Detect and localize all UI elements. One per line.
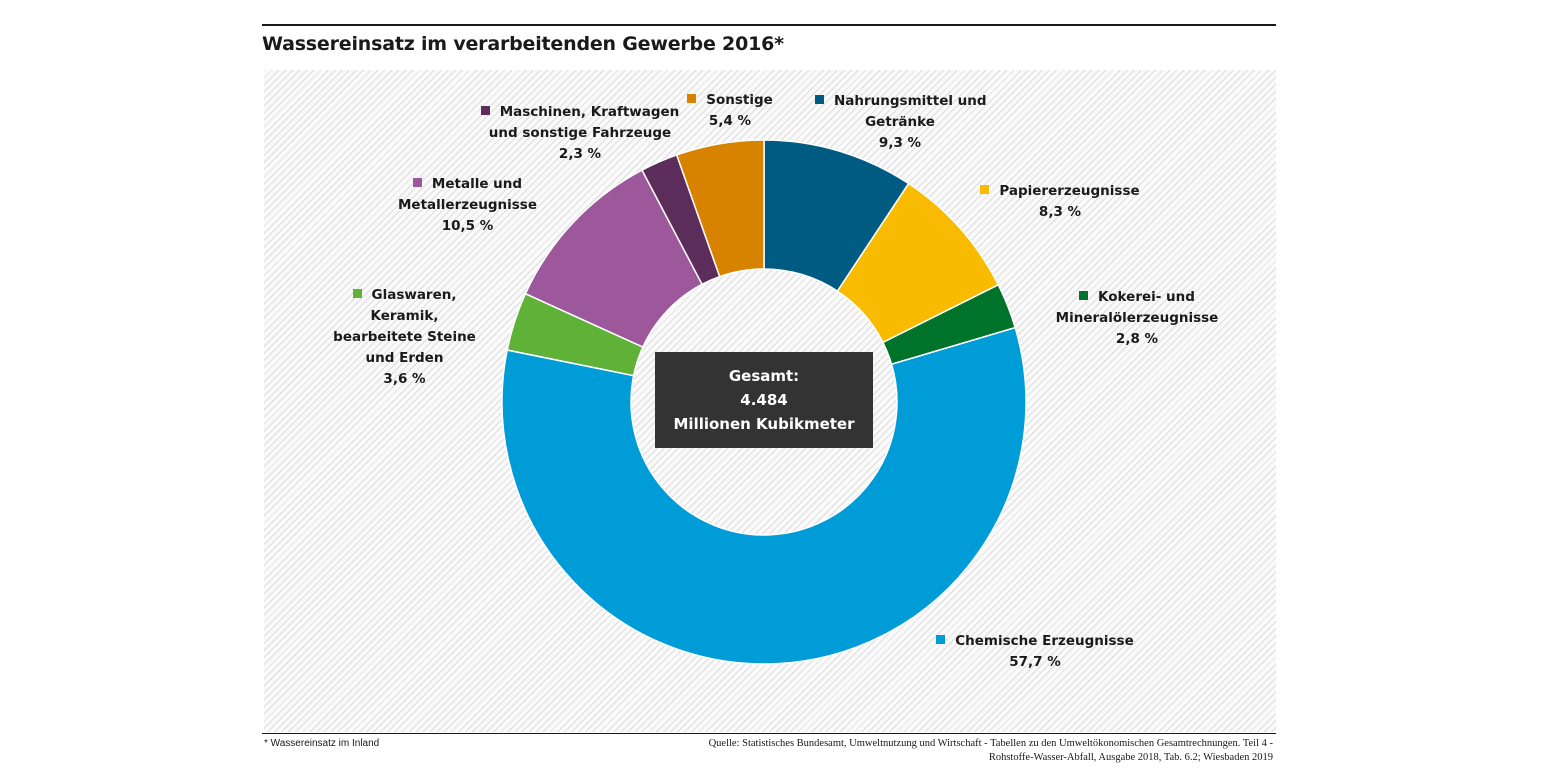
slice-label-text: Getränke: [865, 114, 935, 130]
slice-label-6: Maschinen, Kraftwagen und sonstige Fahrze…: [480, 102, 680, 165]
total-unit: Millionen Kubikmeter: [673, 415, 855, 433]
slice-label-7: Sonstige 5,4 %: [680, 90, 780, 132]
legend-swatch-5: [412, 178, 422, 187]
total-box: Gesamt: 4.484 Millionen Kubikmeter: [655, 352, 873, 448]
slice-label-text: und sonstige Fahrzeuge: [488, 125, 672, 141]
total-value: 4.484: [740, 391, 788, 409]
slice-value-label: 3,6 %: [383, 371, 426, 387]
slice-value-label: 10,5 %: [441, 218, 494, 234]
legend-swatch-3: [936, 635, 946, 644]
slice-label-text: Maschinen, Kraftwagen: [499, 104, 680, 120]
slice-label-text: Keramik,: [370, 308, 439, 324]
slice-label-text: Metallerzeugnisse: [398, 197, 537, 213]
slice-label-5: Metalle und Metallerzeugnisse 10,5 %: [385, 174, 550, 237]
donut-slice-7: [675, 139, 765, 278]
slice-label-text: Chemische Erzeugnisse: [955, 633, 1134, 649]
slice-label-text: Mineralölerzeugnisse: [1055, 310, 1219, 326]
slice-label-1: Papiererzeugnisse 8,3 %: [980, 181, 1140, 223]
legend-swatch-6: [480, 106, 490, 115]
legend-swatch-2: [1079, 291, 1089, 300]
slice-label-text: Kokerei- und: [1098, 289, 1195, 305]
donut-slice-3: [501, 326, 1027, 665]
legend-swatch-4: [352, 289, 362, 298]
total-label: Gesamt:: [728, 367, 800, 385]
slice-label-text: Glaswaren,: [371, 287, 457, 303]
top-rule: [262, 24, 1276, 26]
slice-label-text: Papiererzeugnisse: [999, 183, 1140, 199]
slice-label-2: Kokerei- und Mineralölerzeugnisse 2,8 %: [1042, 287, 1232, 350]
chart-title: Wassereinsatz im verarbeitenden Gewerbe …: [262, 33, 784, 55]
legend-swatch-0: [815, 95, 824, 104]
legend-swatch-7: [687, 94, 697, 103]
source-line-2: Rohstoffe-Wasser-Abfall, Ausgabe 2018, T…: [988, 752, 1273, 763]
bottom-rule: [262, 733, 1276, 734]
slice-value-label: 8,3 %: [1038, 204, 1082, 220]
source-note: Quelle: Statistisches Bundesamt, Umweltn…: [709, 737, 1273, 765]
slice-value-label: 9,3 %: [878, 135, 922, 151]
slice-label-text: Nahrungsmittel und: [834, 93, 987, 109]
slice-value-label: 5,4 %: [708, 113, 752, 129]
slice-label-text: Sonstige: [706, 92, 773, 108]
slice-label-text: Metalle und: [431, 176, 523, 192]
legend-swatch-1: [980, 185, 990, 194]
slice-label-text: und Erden: [365, 350, 444, 366]
slice-label-4: Glaswaren, Keramik, bearbeitete Steine und …: [322, 285, 487, 390]
slice-label-0: Nahrungsmittel und Getränke 9,3 %: [815, 91, 987, 154]
slice-label-text: bearbeitete Steine: [333, 329, 476, 345]
footnote: * Wassereinsatz im Inland: [264, 738, 380, 749]
slice-value-label: 2,8 %: [1115, 331, 1159, 347]
slice-value-label: 57,7 %: [1009, 654, 1061, 670]
source-line-1: Quelle: Statistisches Bundesamt, Umweltn…: [708, 738, 1273, 749]
slice-value-label: 2,3 %: [558, 146, 602, 162]
slice-label-3: Chemische Erzeugnisse 57,7 %: [935, 631, 1135, 673]
